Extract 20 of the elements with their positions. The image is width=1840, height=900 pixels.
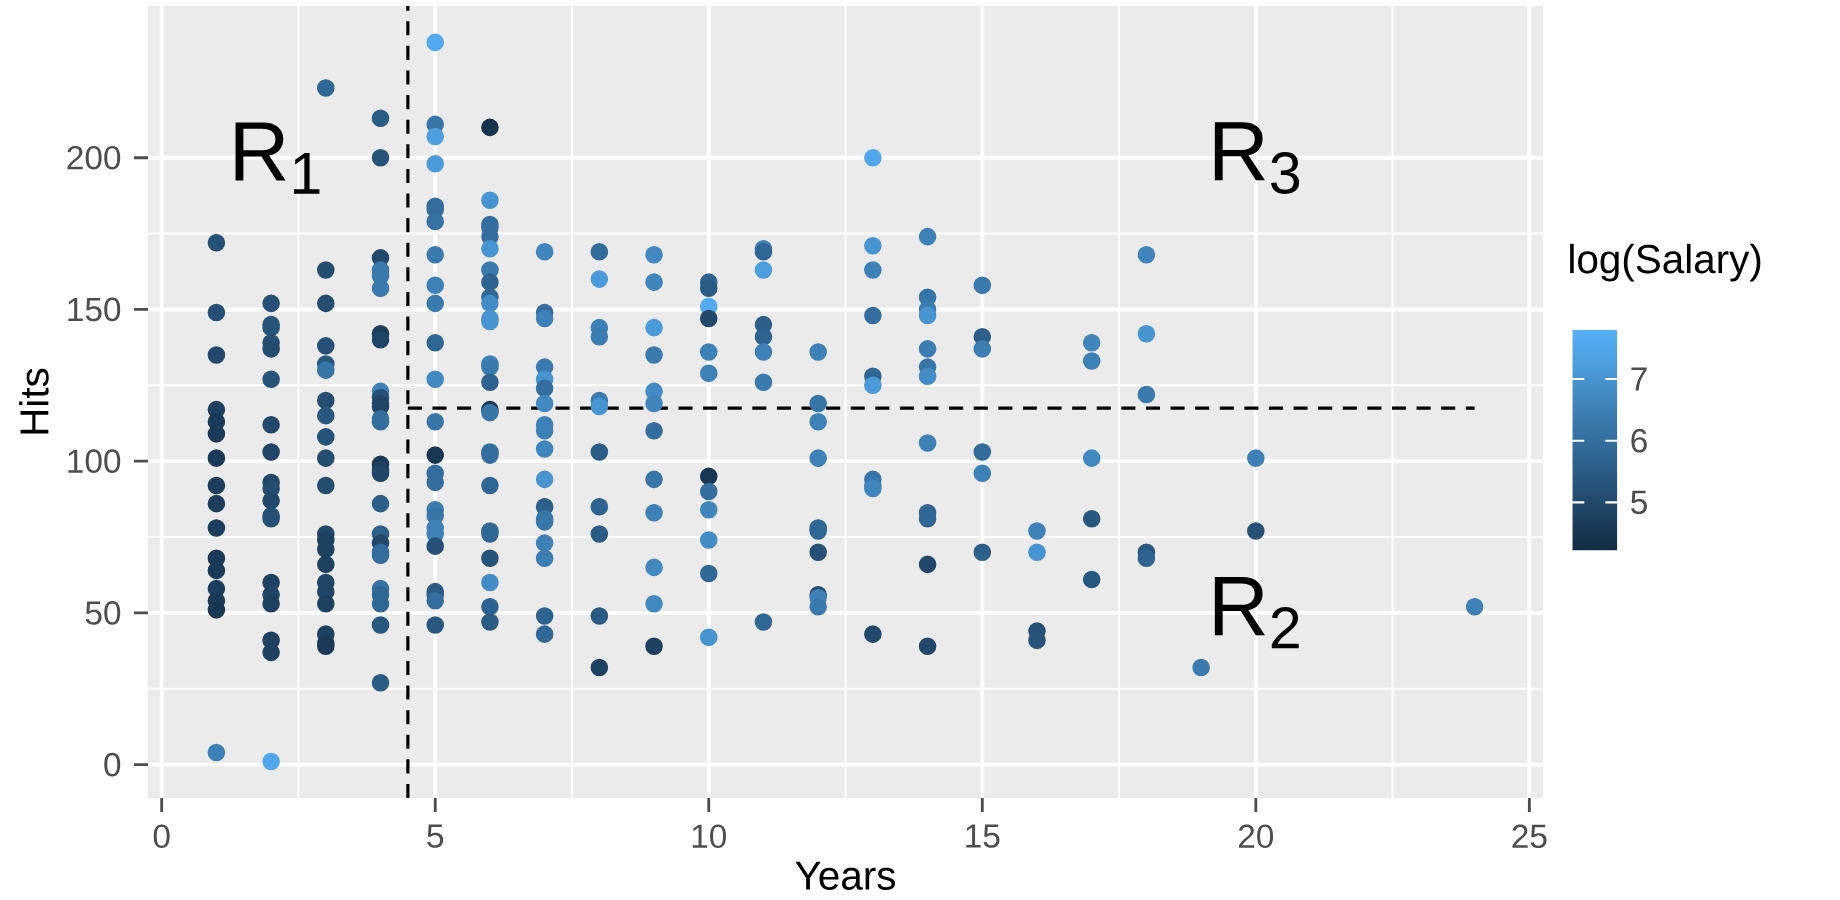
x-tick-label: 10 <box>692 824 726 849</box>
color-bar-title: log(Salary) <box>1570 243 1761 282</box>
y-tick-label: 100 <box>68 449 121 473</box>
annotation: R$_{3}$ <box>1214 122 1300 194</box>
x-tick-label: 15 <box>966 824 1000 848</box>
color-bar-label: 7 <box>1631 367 1647 391</box>
y-axis-title: Hits <box>19 368 49 434</box>
y-tick-label: 50 <box>85 601 121 625</box>
x-tick-label: 0 <box>153 824 170 849</box>
x-axis-title: Years <box>795 861 896 890</box>
y-tick-label: 200 <box>67 145 121 170</box>
annotation: R$_{2}$ <box>1214 577 1299 649</box>
annotation: R$_{1}$ <box>235 122 320 194</box>
x-tick-label: 5 <box>427 824 444 848</box>
color-bar-label: 5 <box>1631 490 1647 514</box>
y-tick-label: 150 <box>68 297 121 322</box>
y-tick-label: 0 <box>104 752 121 777</box>
x-tick-label: 25 <box>1512 824 1547 849</box>
color-bar-label: 6 <box>1631 428 1647 453</box>
x-tick-label: 20 <box>1238 824 1274 849</box>
